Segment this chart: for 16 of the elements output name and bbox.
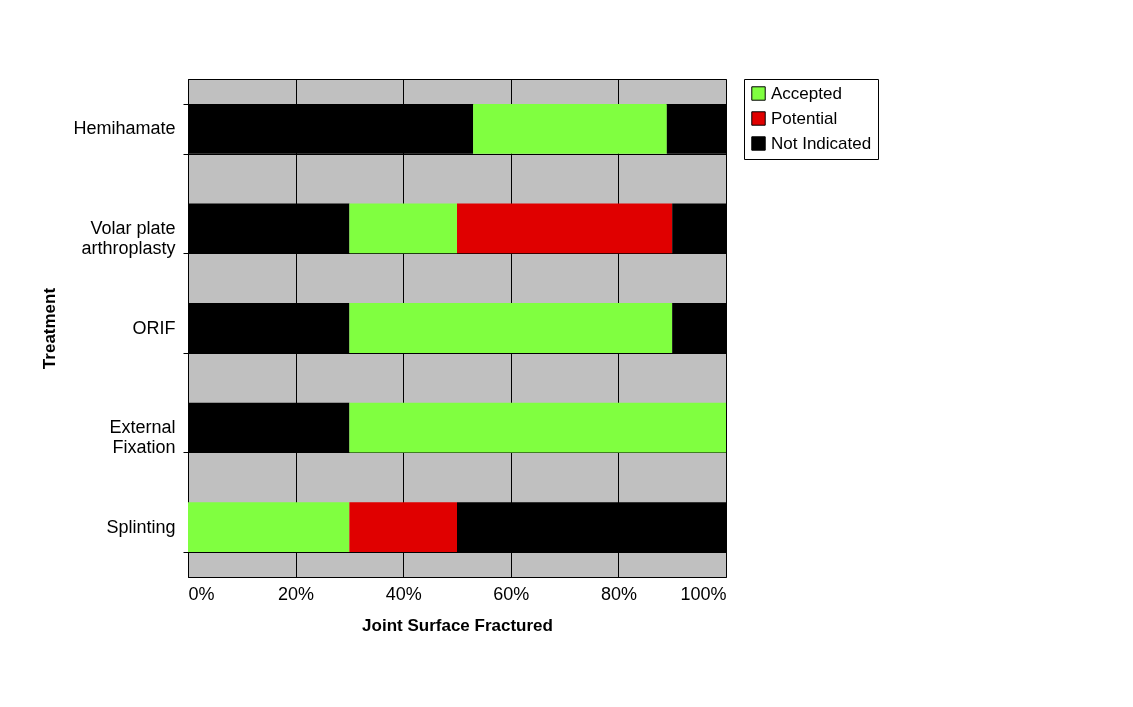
legend-label: Accepted [771, 83, 842, 103]
y-tick-label: Splinting [106, 516, 176, 537]
y-tick-label: ORIF [132, 317, 176, 338]
x-tick-label: 20% [278, 583, 315, 604]
x-axis-title: Joint Surface Fractured [362, 615, 553, 635]
legend-label: Potential [771, 108, 838, 128]
x-tick-label: 80% [600, 583, 637, 604]
legend-label: Not Indicated [771, 133, 872, 153]
y-tick-label: Hemihamate [73, 118, 176, 139]
y-tick-label: External Fixation [109, 417, 176, 458]
y-axis-title: Treatment [40, 287, 60, 370]
x-tick-label: 60% [493, 583, 530, 604]
x-tick-label: 40% [385, 583, 422, 604]
y-tick-label: Volar plate arthroplasty [81, 217, 176, 258]
x-tick-label: 0% [188, 583, 215, 604]
x-tick-label: 100% [680, 583, 727, 604]
